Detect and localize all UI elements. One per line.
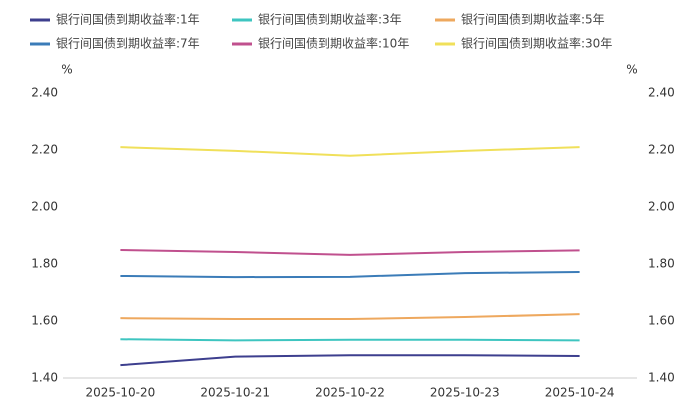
- y2-unit: %: [626, 63, 637, 77]
- series-line: [120, 270, 580, 279]
- y2-tick-label: 1.80: [648, 257, 675, 271]
- y-tick-label: 2.40: [31, 86, 58, 100]
- y2-tick-label: 2.20: [648, 143, 675, 157]
- x-tick-label: 2025-10-24: [545, 386, 615, 400]
- x-tick-label: 2025-10-21: [200, 386, 270, 400]
- legend-label: 银行间国债到期收益率:1年: [56, 12, 200, 27]
- series-line: [120, 338, 580, 342]
- legend-label: 银行间国债到期收益率:5年: [461, 12, 605, 27]
- legend-label: 银行间国债到期收益率:10年: [258, 36, 409, 51]
- y-tick-label: 1.60: [31, 314, 58, 328]
- legend-label: 银行间国债到期收益率:7年: [56, 36, 200, 51]
- y-tick-label: 1.80: [31, 257, 58, 271]
- y2-tick-label: 1.60: [648, 314, 675, 328]
- y2-tick-label: 1.40: [648, 371, 675, 385]
- series-line: [120, 313, 580, 321]
- x-tick-label: 2025-10-23: [430, 386, 500, 400]
- y-tick-label: 1.40: [31, 371, 58, 385]
- y-unit: %: [61, 63, 72, 77]
- series-line: [120, 354, 580, 367]
- series-line: [120, 146, 580, 157]
- legend-label: 银行间国债到期收益率:30年: [461, 36, 612, 51]
- legend-label: 银行间国债到期收益率:3年: [258, 12, 402, 27]
- y-tick-label: 2.00: [31, 200, 58, 214]
- y2-tick-label: 2.00: [648, 200, 675, 214]
- series-line: [120, 249, 580, 256]
- y2-tick-label: 2.40: [648, 86, 675, 100]
- x-tick-label: 2025-10-22: [315, 386, 385, 400]
- x-tick-label: 2025-10-20: [86, 386, 156, 400]
- y-tick-label: 2.20: [31, 143, 58, 157]
